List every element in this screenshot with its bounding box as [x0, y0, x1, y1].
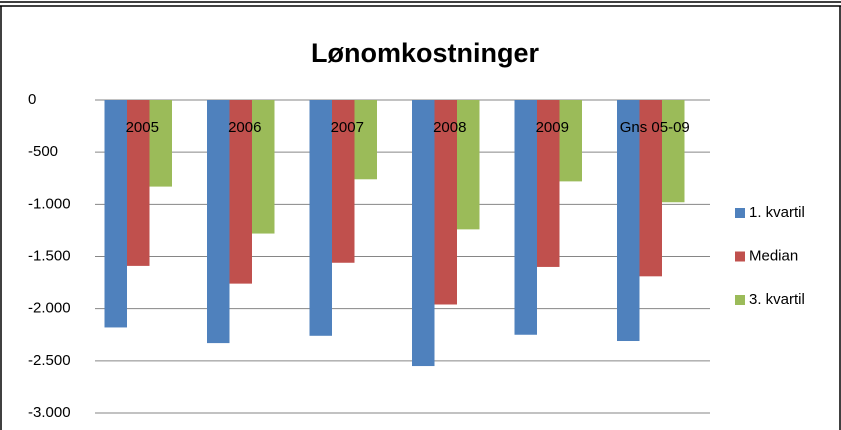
legend-swatch — [735, 251, 745, 262]
bar — [127, 100, 150, 266]
y-tick-label: -3.000 — [28, 404, 71, 421]
bar — [412, 100, 435, 367]
legend-swatch — [735, 208, 745, 218]
bar — [332, 100, 355, 263]
legend-label: 1. kvartil — [749, 204, 805, 221]
chart-title: Lønomkostninger — [311, 38, 539, 68]
y-tick-label: -2.500 — [28, 352, 71, 369]
legend-label: 3. kvartil — [749, 291, 805, 308]
bar — [617, 100, 640, 342]
x-tick-label: 2009 — [536, 119, 569, 136]
bar — [537, 100, 560, 267]
bar — [207, 100, 230, 344]
bar — [149, 100, 172, 187]
bar — [457, 100, 480, 230]
x-tick-label: 2006 — [228, 119, 261, 136]
x-tick-label: Gns 05-09 — [620, 119, 690, 136]
legend-swatch — [735, 295, 745, 305]
bar — [252, 100, 275, 234]
y-tick-label: 0 — [28, 91, 36, 108]
y-tick-label: -2.000 — [28, 300, 71, 317]
y-tick-label: -1.500 — [28, 247, 71, 264]
bar — [104, 100, 127, 328]
bar — [354, 100, 377, 180]
legend-label: Median — [749, 247, 798, 264]
bar — [662, 100, 685, 203]
bar — [434, 100, 457, 305]
bar — [514, 100, 537, 335]
bar — [639, 100, 662, 277]
y-tick-label: -1.000 — [28, 195, 71, 212]
bar — [559, 100, 582, 182]
bar — [229, 100, 252, 284]
x-tick-label: 2007 — [331, 119, 364, 136]
x-tick-label: 2005 — [126, 119, 159, 136]
bar — [309, 100, 332, 336]
x-tick-label: 2008 — [433, 119, 466, 136]
y-tick-label: -500 — [28, 143, 58, 160]
